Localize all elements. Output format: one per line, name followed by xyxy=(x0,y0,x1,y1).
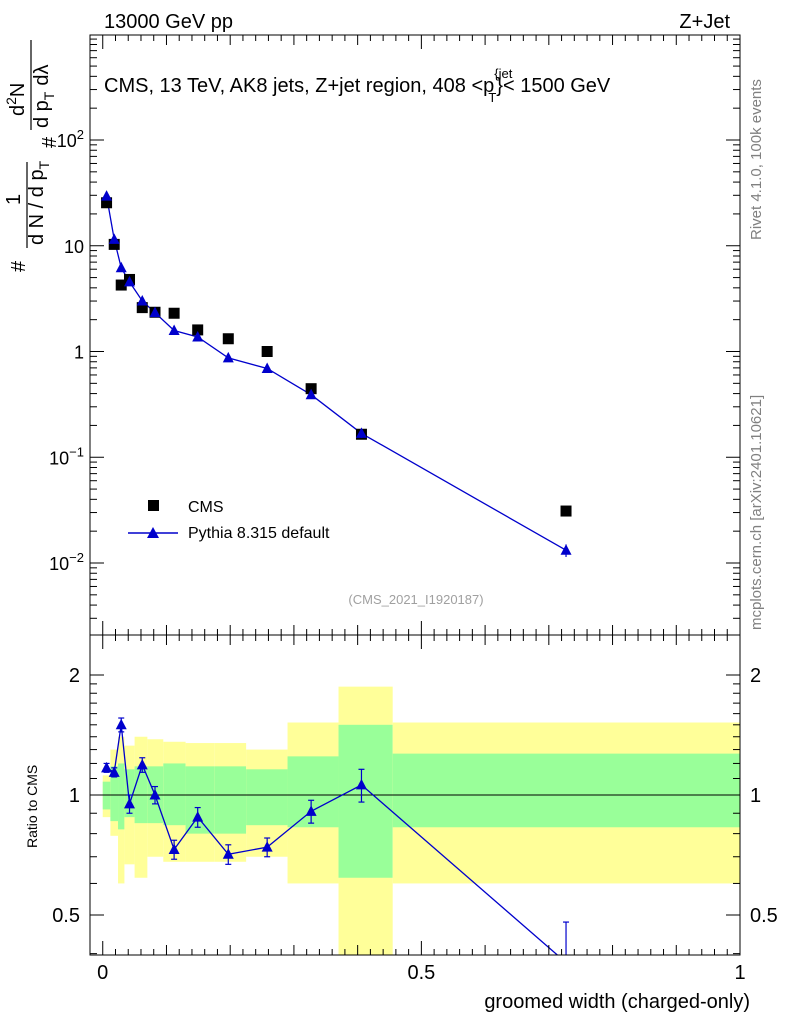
ratio-band-inner xyxy=(124,769,135,818)
ratio-y-tick-label: 1 xyxy=(69,785,80,807)
y-axis-title-part: d2N xyxy=(3,83,29,116)
x-axis-title: groomed width (charged-only) xyxy=(484,991,750,1013)
ratio-data-point xyxy=(124,797,136,809)
main-plot-panel: 102 10 1 10−1 10−2 CMS, 13 TeV, AK8 jets, Z+… xyxy=(3,34,741,636)
ratio-data-point xyxy=(355,778,367,790)
ratio-data-point xyxy=(115,718,127,730)
legend-marker-pythia xyxy=(147,527,159,538)
ratio-y-tick-label: 0.5 xyxy=(52,905,80,927)
ratio-band-inner xyxy=(163,763,186,826)
legend-marker-cms xyxy=(148,500,159,511)
cms-data-point xyxy=(222,333,234,345)
pythia-data-point xyxy=(305,388,317,400)
x-tick-label: 1 xyxy=(734,962,745,984)
pythia-data-point xyxy=(108,233,120,244)
y-tick-label: 102 xyxy=(57,127,84,151)
ratio-y-tick-label-right: 0.5 xyxy=(750,905,778,927)
y-axis-title-part: # xyxy=(39,136,61,148)
ratio-data-point xyxy=(192,811,204,822)
analysis-watermark: (CMS_2021_I1920187) xyxy=(348,592,483,607)
pythia-data-point xyxy=(136,295,148,306)
ratio-data-point xyxy=(261,841,273,852)
ratio-band-inner xyxy=(102,781,111,810)
header-energy-label: 13000 GeV pp xyxy=(104,11,233,33)
cms-data-point xyxy=(168,307,180,319)
ratio-band-inner xyxy=(118,763,125,830)
pythia-data-point xyxy=(168,324,180,335)
pythia-data-point xyxy=(101,190,113,201)
pythia-data-point xyxy=(261,362,273,374)
y-tick-label: 10−2 xyxy=(49,550,84,574)
pythia-data-point xyxy=(149,306,161,318)
legend-label-cms: CMS xyxy=(188,499,224,516)
pythia-data-point xyxy=(124,275,136,287)
ratio-data-point xyxy=(149,789,161,800)
ratio-band-inner xyxy=(110,766,119,822)
y-tick-label: 10 xyxy=(64,237,84,257)
ratio-y-tick-label: 2 xyxy=(69,665,80,687)
y-axis-title-part: d N / d pT xyxy=(26,160,52,245)
cms-data-point xyxy=(115,279,127,291)
ratio-y-axis-title: Ratio to CMS xyxy=(24,765,40,848)
ratio-data-point xyxy=(136,758,148,770)
ratio-y-tick-label-right: 1 xyxy=(750,785,761,807)
cms-data-point xyxy=(305,383,317,395)
pythia-data-point xyxy=(355,427,367,438)
header-process-label: Z+Jet xyxy=(679,11,730,33)
legend-label-pythia: Pythia 8.315 default xyxy=(188,525,330,542)
ratio-y-tick-label-right: 2 xyxy=(750,665,761,687)
legend: CMS Pythia 8.315 default xyxy=(128,499,330,542)
rivet-version-label: Rivet 4.1.0, 100k events xyxy=(748,79,765,240)
cms-data-point xyxy=(192,324,204,336)
main-plot-frame xyxy=(89,34,741,636)
cms-data-point xyxy=(261,346,273,357)
y-axis-title: # 1 d N / d pT # d2N d pTdλ xyxy=(3,40,61,272)
ratio-plot-frame xyxy=(89,634,741,956)
ratio-data-point xyxy=(561,957,572,968)
mcplots-source-label: mcplots.cern.ch [arXiv:2401.10621] xyxy=(748,395,765,630)
ratio-band-inner xyxy=(214,766,247,834)
ratio-band-inner xyxy=(246,769,288,826)
x-tick-label: 0 xyxy=(97,962,108,984)
y-axis-title-part: # xyxy=(8,260,30,272)
ratio-band-inner xyxy=(287,756,339,828)
cms-data-point xyxy=(101,197,113,209)
ratio-data-point xyxy=(168,843,180,854)
pythia-data-point xyxy=(560,544,572,555)
y-tick-label: 10−1 xyxy=(49,444,84,468)
cms-data-point xyxy=(108,238,120,250)
x-tick-label: 0.5 xyxy=(407,962,435,984)
ratio-band-inner xyxy=(338,724,393,878)
ratio-band-inner xyxy=(185,766,215,834)
y-axis-title-part: 1 xyxy=(3,194,25,205)
pythia-data-point xyxy=(192,331,204,342)
cms-data-point xyxy=(136,302,148,314)
ratio-data-point xyxy=(101,761,113,773)
plot-title: CMS, 13 TeV, AK8 jets, Z+jet region, 408… xyxy=(104,66,611,105)
ratio-data-point xyxy=(305,805,317,816)
ratio-band-inner xyxy=(392,753,740,828)
cms-data-point xyxy=(560,505,572,517)
pythia-data-point xyxy=(222,351,234,363)
y-axis-title-part: d pTdλ xyxy=(31,65,57,129)
pythia-series-line xyxy=(105,195,567,551)
y-tick-label: 1 xyxy=(74,343,84,363)
ratio-data-point xyxy=(108,766,120,777)
pythia-data-point xyxy=(115,261,127,273)
ratio-data-point xyxy=(222,848,234,859)
ratio-plot-panel: 0.5 0.5 1 1 2 2 0 0.5 1 Ratio to CMS groomed wid… xyxy=(24,634,778,1013)
